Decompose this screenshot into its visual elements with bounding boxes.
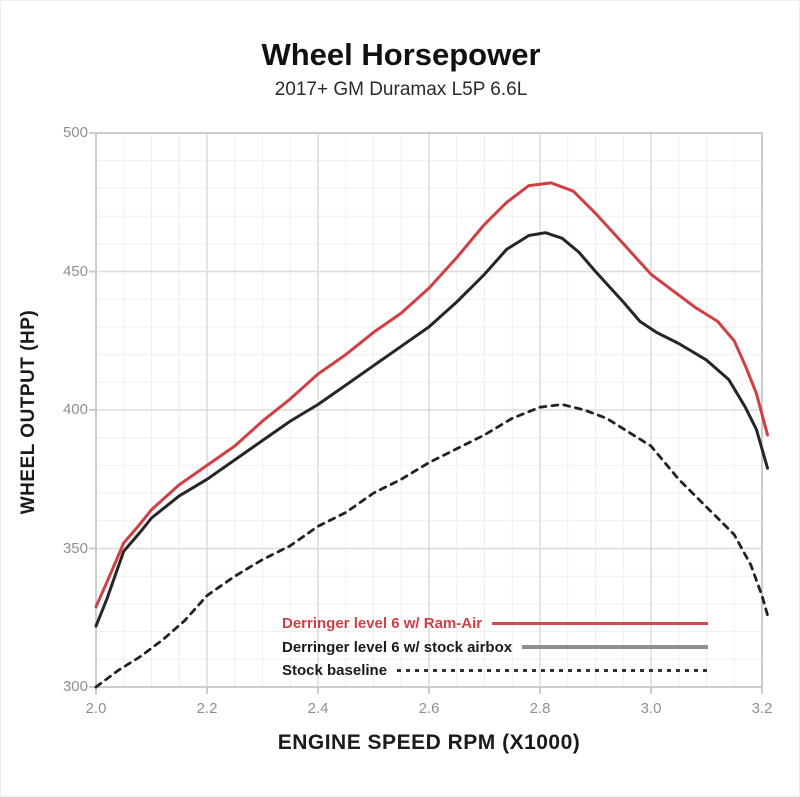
legend-line-stock-baseline: [397, 668, 708, 672]
y-axis-label: WHEEL OUTPUT (HP): [18, 309, 39, 515]
chart-title: Wheel Horsepower: [261, 37, 541, 72]
legend-item-ram-air: Derringer level 6 w/ Ram-Air: [282, 612, 708, 634]
legend-label-stock-airbox: Derringer level 6 w/ stock airbox: [282, 638, 513, 656]
series-line-0-ram-air: [94, 181, 769, 609]
x-tick-label: 3.0: [640, 700, 662, 717]
legend-label-stock-baseline: Stock baseline: [282, 661, 388, 679]
legend-item-stock-airbox: Derringer level 6 w/ stock airbox: [282, 636, 708, 658]
series-line-1-stock-airbox: [94, 231, 769, 628]
x-tick-label: 2.6: [418, 700, 440, 717]
x-tick-label: 2.8: [529, 700, 551, 717]
series-line-2-stock-baseline: [94, 403, 769, 689]
legend-item-stock-baseline: Stock baseline: [282, 659, 708, 681]
legend-line-stock-airbox: [522, 645, 708, 649]
y-tick-label: 300: [62, 678, 88, 695]
y-tick-label: 500: [62, 124, 88, 141]
x-tick-label: 2.4: [307, 700, 329, 717]
legend-line-ram-air: [492, 621, 708, 625]
x-tick-label: 3.2: [751, 700, 773, 717]
x-tick-label: 2.0: [85, 700, 107, 717]
y-tick-label: 350: [62, 539, 88, 557]
x-axis-label: ENGINE SPEED RPM (X1000): [277, 731, 581, 754]
chart-subtitle: 2017+ GM Duramax L5P 6.6L: [274, 79, 528, 100]
y-tick-label: 450: [62, 262, 88, 280]
x-tick-label: 2.2: [196, 700, 218, 717]
y-tick-label: 400: [62, 401, 88, 418]
legend-label-ram-air: Derringer level 6 w/ Ram-Air: [282, 614, 483, 632]
